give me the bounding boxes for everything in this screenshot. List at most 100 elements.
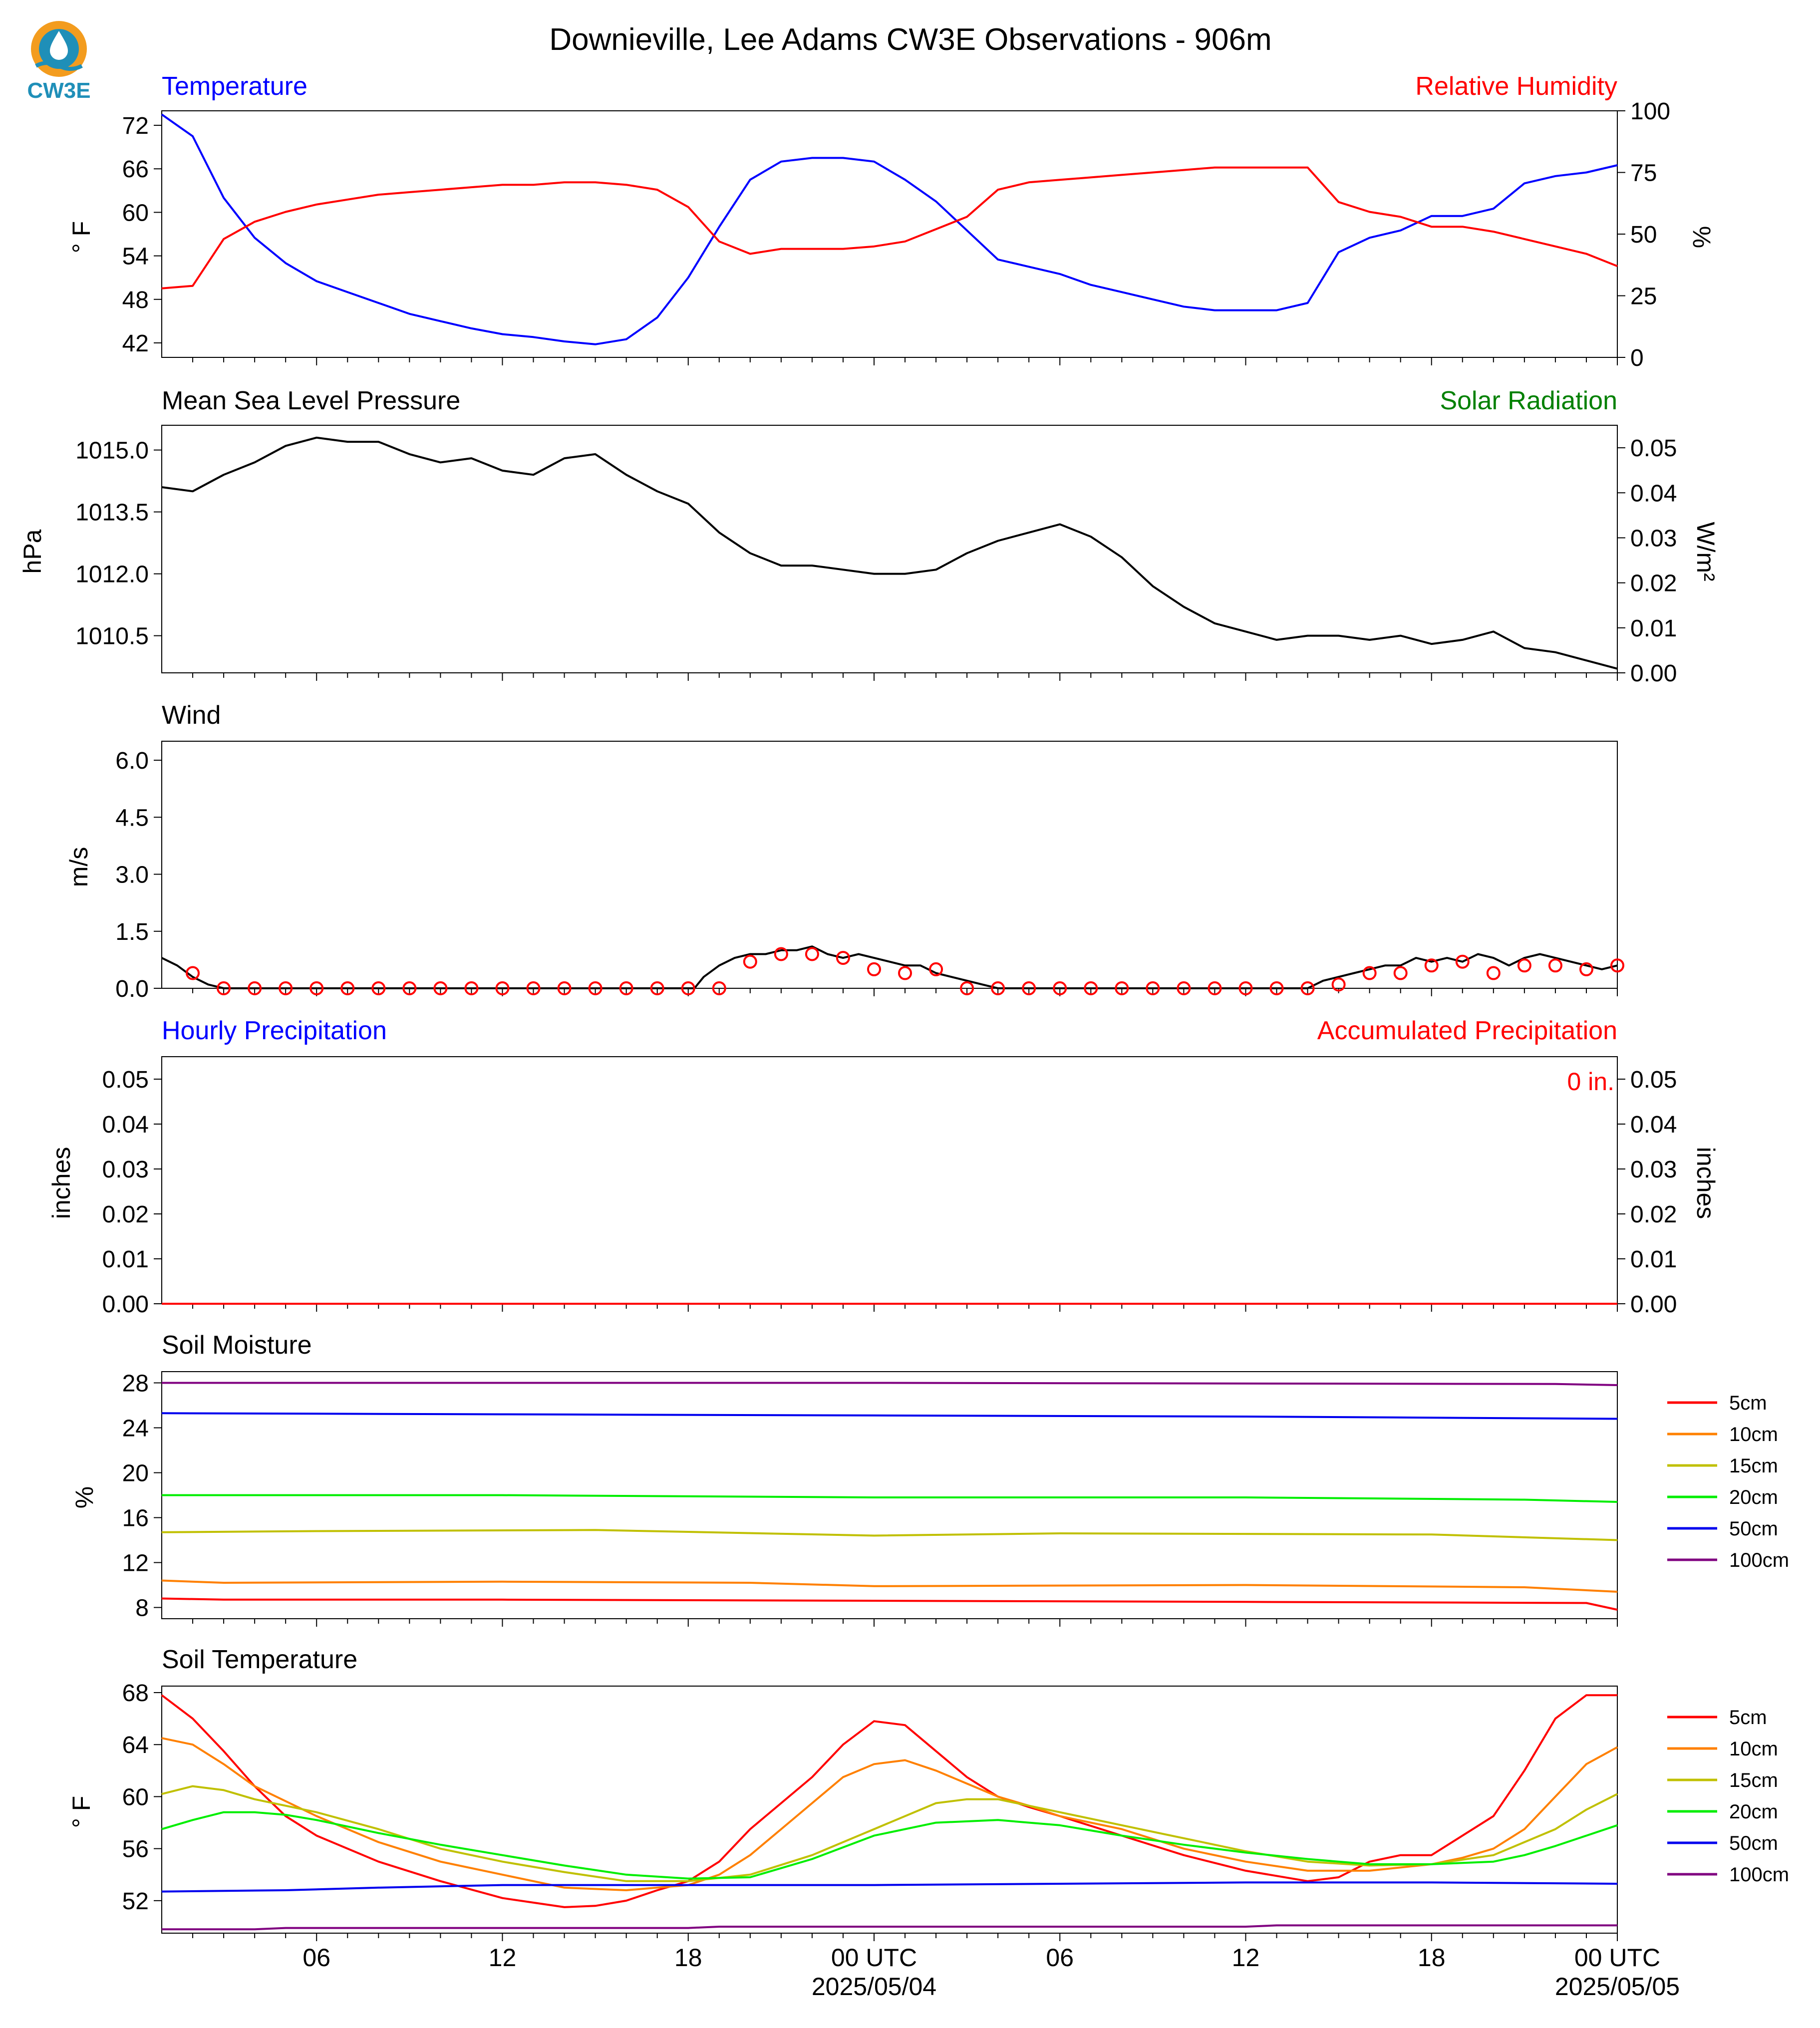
soil_temperature-panel: 52 56 60 64 68 <box>122 1680 1618 1941</box>
wind-title: Wind <box>162 701 221 730</box>
soil_temperature-series-3-line <box>161 1811 1618 1880</box>
wind-series-1-point <box>248 981 262 995</box>
precip-left-tick-label: 0.04 <box>102 1112 149 1138</box>
soil_temperature-left-tick-label: 68 <box>122 1680 149 1707</box>
wind-series-1-point <box>1146 981 1160 995</box>
soil_temperature-series-4-line <box>161 1881 1618 1893</box>
pressure-right-tick-label: 0.01 <box>1630 615 1677 642</box>
wind-series-1-point <box>217 981 231 995</box>
wind-left-tick-label: 1.5 <box>115 919 149 945</box>
soil_moisture-legend-label: 20cm <box>1729 1486 1778 1508</box>
x-tick-label: 18 <box>1418 1944 1446 1972</box>
pressure-left-tick-label: 1010.5 <box>75 623 149 650</box>
precip-right-ylabel: inches <box>1692 1147 1720 1219</box>
wind-series-1-point <box>1084 981 1098 995</box>
logo-wave-icon <box>35 61 83 71</box>
soil_temperature-left-tick-label: 56 <box>122 1836 149 1863</box>
x-tick-label: 00 UTC <box>831 1944 917 1972</box>
wind-series-1-point <box>1424 958 1439 973</box>
soil_temperature-series-5-line <box>162 1924 1617 1931</box>
precip-left-tick-label: 0.03 <box>102 1157 149 1183</box>
wind-series-1-point <box>650 981 664 995</box>
temperature-right-tick-label: 75 <box>1630 160 1657 187</box>
soil_moisture-series-2-line <box>161 1529 1618 1541</box>
wind-series-1-point <box>1579 962 1593 976</box>
soil_temperature-left-tick-label: 60 <box>122 1784 149 1810</box>
soil_temperature-series-2-line <box>161 1785 1618 1882</box>
wind-panel: 0.0 1.5 3.0 4.5 6.0 <box>115 741 1624 1002</box>
wind-series-1-point <box>495 981 510 995</box>
wind-series-1-point <box>1300 981 1315 995</box>
temperature-series-1-line <box>161 166 1618 290</box>
precip-frame <box>161 1056 1618 1304</box>
pressure-right-tick-label: 0.03 <box>1630 525 1677 552</box>
soil_temperature-series-1-line <box>161 1737 1618 1891</box>
soil-moisture-title: Soil Moisture <box>162 1331 312 1360</box>
soil_temperature-frame <box>161 1686 1618 1934</box>
solar-title: Solar Radiation <box>1440 386 1617 415</box>
x-tick-label: 00 UTC <box>1574 1944 1660 1972</box>
legends: 5cm 10cm 15cm 20cm 50cm 100cm 5cm 10cm 15cm 20cm 5… <box>1667 1392 1789 1886</box>
plot-area: 42 48 54 60 66 72 0 25 50 75 100 1010.5 1012.0 1013.5… <box>75 98 1677 1941</box>
soil-temperature-title: Soil Temperature <box>162 1645 357 1674</box>
pressure-left-tick-label: 1015.0 <box>75 438 149 464</box>
precip-right-tick-label: 0.00 <box>1630 1291 1677 1318</box>
soil_moisture-left-tick-label: 12 <box>122 1550 149 1577</box>
wind-series-1-point <box>1022 981 1036 995</box>
pressure-right-tick-label: 0.05 <box>1630 435 1677 462</box>
precip-left-tick-label: 0.01 <box>102 1246 149 1273</box>
humidity-title: Relative Humidity <box>1415 72 1617 101</box>
wind-series-1-point <box>867 962 881 976</box>
wind-series-0-line <box>161 945 1618 989</box>
wind-series-1-point <box>557 981 572 995</box>
soil_moisture-legend-label: 100cm <box>1729 1549 1789 1571</box>
precip-right-tick-label: 0.03 <box>1630 1157 1677 1183</box>
x-tick-label: 12 <box>489 1944 517 1972</box>
wind-left-tick-label: 6.0 <box>115 748 149 774</box>
hourly-precip-title: Hourly Precipitation <box>162 1016 387 1045</box>
accum-precip-value: 0 in. <box>1567 1068 1614 1096</box>
pressure-right-tick-label: 0.00 <box>1630 660 1677 687</box>
figure-title: Downieville, Lee Adams CW3E Observations… <box>549 22 1271 57</box>
wind-series-1-point <box>929 962 943 976</box>
temperature-left-tick-label: 54 <box>122 244 149 270</box>
wind-series-1-point <box>1610 958 1624 973</box>
soil_moisture-legend-label: 5cm <box>1729 1392 1767 1414</box>
wind-series-1-point <box>1269 981 1284 995</box>
pressure-panel: 1010.5 1012.0 1013.5 1015.0 0.00 0.01 0.02 0.03… <box>75 425 1677 687</box>
precip-right-tick-label: 0.05 <box>1630 1067 1677 1093</box>
temperature-ylabel: ° F <box>67 221 95 253</box>
soil_temperature-legend-label: 5cm <box>1729 1707 1767 1729</box>
x-tick-label: 12 <box>1232 1944 1260 1972</box>
pressure-ylabel: hPa <box>18 529 46 574</box>
wind-series-1-point <box>743 954 757 969</box>
x-tick-label: 18 <box>674 1944 702 1972</box>
temperature-series-0-line <box>161 113 1618 345</box>
wind-series-1-point <box>588 981 603 995</box>
soil_moisture-panel: 8 12 16 20 24 28 <box>122 1371 1618 1627</box>
wind-series-1-point <box>309 981 324 995</box>
soil_moisture-legend-label: 10cm <box>1729 1424 1778 1446</box>
wind-series-1-point <box>1517 958 1531 973</box>
soil_moisture-series-0-line <box>161 1597 1618 1611</box>
pressure-series-0-line <box>161 436 1618 670</box>
wind-series-1-point <box>681 981 695 995</box>
soil_moisture-left-tick-label: 28 <box>122 1371 149 1397</box>
soil_moisture-series-1-line <box>161 1579 1618 1593</box>
precip-left-ylabel: inches <box>47 1147 75 1219</box>
wind-left-tick-label: 4.5 <box>115 805 149 831</box>
wind-series-1-point <box>1053 981 1067 995</box>
soil_moisture-left-tick-label: 24 <box>122 1416 149 1442</box>
soil_temperature-legend-label: 20cm <box>1729 1801 1778 1823</box>
wind-ylabel: m/s <box>65 847 93 887</box>
wind-series-1-point <box>526 981 541 995</box>
wind-series-1-point <box>898 966 912 980</box>
temperature-left-tick-label: 60 <box>122 200 149 226</box>
wind-series-1-point <box>1455 954 1470 969</box>
wind-series-1-point <box>1362 966 1377 980</box>
wind-series-1-point <box>279 981 293 995</box>
wind-series-1-point <box>371 981 386 995</box>
wind-series-1-point <box>1238 981 1253 995</box>
wind-series-1-point <box>186 966 200 980</box>
